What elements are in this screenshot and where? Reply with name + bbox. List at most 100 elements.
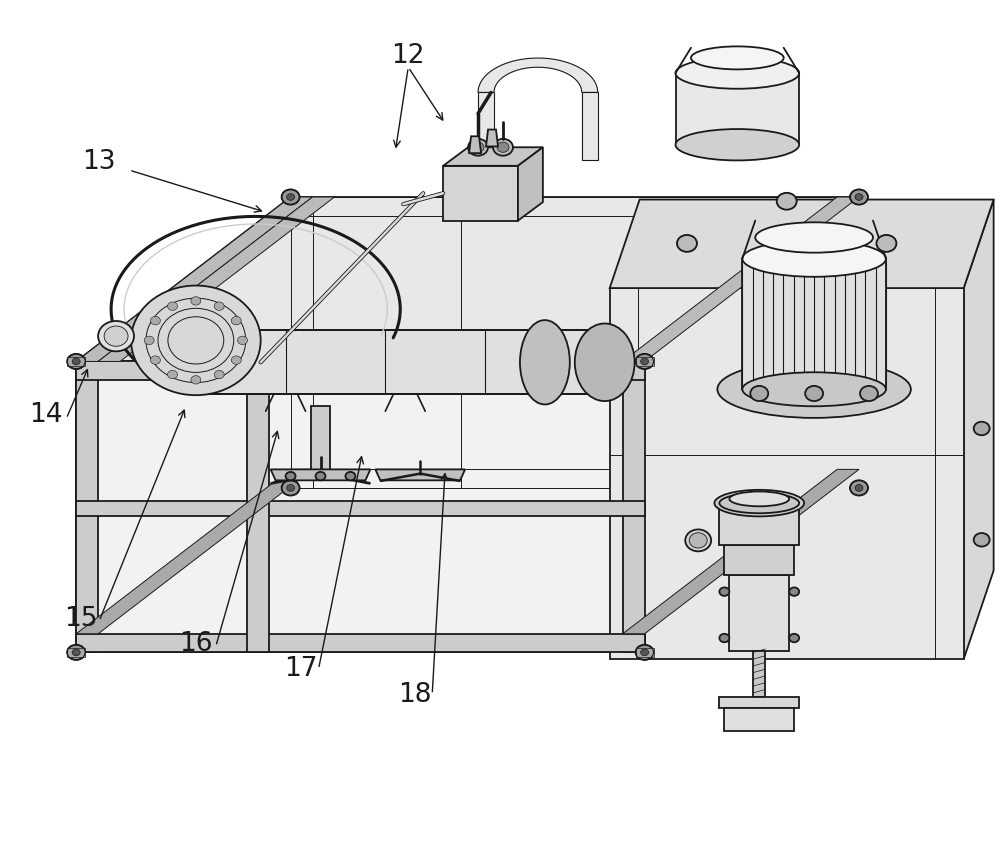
Circle shape <box>287 485 295 492</box>
Text: 17: 17 <box>284 656 317 682</box>
Polygon shape <box>311 406 330 474</box>
Polygon shape <box>610 200 994 288</box>
Polygon shape <box>486 129 498 146</box>
Circle shape <box>131 286 261 395</box>
Polygon shape <box>469 136 481 153</box>
Circle shape <box>685 530 711 552</box>
Ellipse shape <box>719 493 799 514</box>
Polygon shape <box>676 73 799 145</box>
Polygon shape <box>623 470 859 634</box>
Circle shape <box>67 645 85 660</box>
Circle shape <box>493 139 513 156</box>
Polygon shape <box>719 697 799 708</box>
Circle shape <box>636 645 654 660</box>
Circle shape <box>636 354 654 369</box>
Polygon shape <box>964 200 994 659</box>
Circle shape <box>750 386 768 401</box>
Circle shape <box>974 533 990 547</box>
Circle shape <box>72 649 80 656</box>
Ellipse shape <box>676 58 799 89</box>
Polygon shape <box>375 470 465 481</box>
Polygon shape <box>247 361 269 652</box>
Circle shape <box>789 587 799 596</box>
Polygon shape <box>753 651 765 697</box>
Polygon shape <box>206 330 590 394</box>
Circle shape <box>238 336 248 344</box>
Polygon shape <box>478 58 598 92</box>
Polygon shape <box>623 197 859 361</box>
Polygon shape <box>67 648 85 656</box>
Circle shape <box>67 354 85 369</box>
Circle shape <box>719 634 729 642</box>
Circle shape <box>214 302 224 310</box>
Polygon shape <box>636 357 654 366</box>
Polygon shape <box>98 197 334 361</box>
Polygon shape <box>76 361 645 652</box>
Polygon shape <box>645 197 859 652</box>
Circle shape <box>850 190 868 205</box>
Circle shape <box>191 376 201 384</box>
Text: 12: 12 <box>392 43 425 69</box>
Circle shape <box>150 356 160 365</box>
Circle shape <box>719 587 729 596</box>
Circle shape <box>777 193 797 210</box>
Circle shape <box>497 142 509 152</box>
Polygon shape <box>478 92 494 194</box>
Circle shape <box>641 358 649 365</box>
Ellipse shape <box>575 323 635 401</box>
Polygon shape <box>76 634 645 652</box>
Polygon shape <box>742 259 886 389</box>
Ellipse shape <box>729 492 789 506</box>
Circle shape <box>974 422 990 435</box>
Circle shape <box>104 326 128 346</box>
Circle shape <box>855 194 863 201</box>
Polygon shape <box>623 361 645 652</box>
Circle shape <box>860 386 878 401</box>
Polygon shape <box>76 470 313 634</box>
Circle shape <box>231 356 241 365</box>
Circle shape <box>150 316 160 325</box>
Polygon shape <box>67 357 85 366</box>
Circle shape <box>876 235 896 252</box>
Circle shape <box>98 321 134 351</box>
Circle shape <box>855 485 863 492</box>
Circle shape <box>168 302 177 310</box>
Ellipse shape <box>691 47 784 69</box>
Polygon shape <box>76 361 98 652</box>
Polygon shape <box>610 288 964 659</box>
Circle shape <box>214 371 224 379</box>
Circle shape <box>345 472 355 481</box>
Circle shape <box>287 194 295 201</box>
Circle shape <box>472 142 484 152</box>
Circle shape <box>677 235 697 252</box>
Polygon shape <box>518 147 543 221</box>
Polygon shape <box>76 361 645 380</box>
Text: 18: 18 <box>398 682 432 707</box>
Circle shape <box>316 472 325 481</box>
Polygon shape <box>729 574 789 651</box>
Circle shape <box>168 371 177 379</box>
Polygon shape <box>719 503 799 546</box>
Circle shape <box>468 139 488 156</box>
Circle shape <box>282 481 300 496</box>
Ellipse shape <box>742 240 886 277</box>
Circle shape <box>286 472 296 481</box>
Circle shape <box>191 297 201 305</box>
Ellipse shape <box>520 320 570 404</box>
Ellipse shape <box>714 490 804 516</box>
Circle shape <box>641 649 649 656</box>
Polygon shape <box>76 197 859 361</box>
Circle shape <box>850 481 868 496</box>
Circle shape <box>689 533 707 548</box>
Ellipse shape <box>717 360 911 418</box>
Polygon shape <box>724 708 794 731</box>
Circle shape <box>789 634 799 642</box>
Polygon shape <box>76 502 645 516</box>
Polygon shape <box>443 147 543 166</box>
Text: 13: 13 <box>82 149 116 174</box>
Circle shape <box>72 358 80 365</box>
Polygon shape <box>443 166 518 221</box>
Circle shape <box>805 386 823 401</box>
Ellipse shape <box>755 222 873 253</box>
Circle shape <box>282 190 300 205</box>
